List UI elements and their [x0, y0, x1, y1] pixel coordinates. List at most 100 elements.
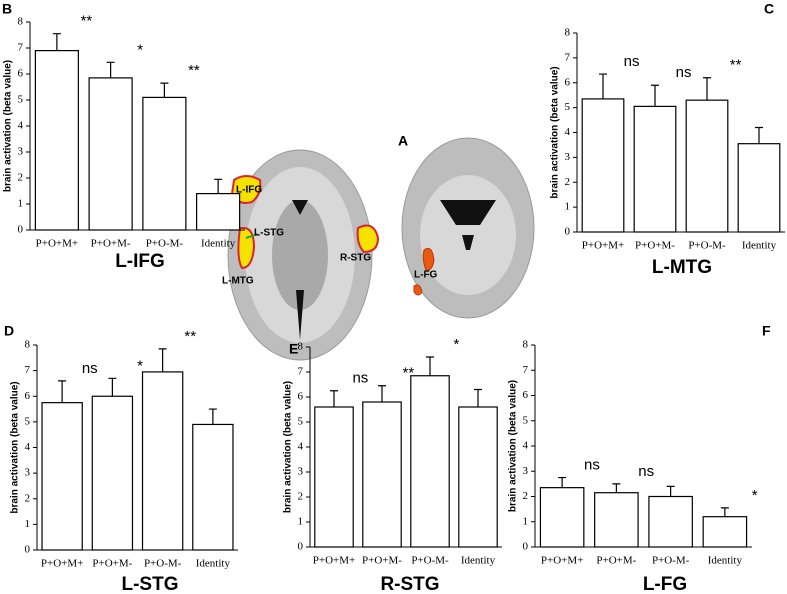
- error-bar: [160, 82, 169, 98]
- bar: [141, 371, 184, 551]
- y-tick-label: 1: [298, 516, 304, 528]
- y-tick-label: 5: [18, 94, 24, 106]
- x-tick-label: P+O+M-: [635, 240, 675, 252]
- y-tick-label: 0: [565, 226, 571, 238]
- significance-label: *: [752, 487, 758, 504]
- significance-label: *: [137, 41, 143, 58]
- y-tick-label: 2: [565, 176, 571, 188]
- x-tick-label: P+O-M-: [411, 555, 449, 567]
- bar: [410, 375, 450, 548]
- panel-letter: B: [2, 1, 12, 17]
- region-label: L-FG: [414, 270, 438, 281]
- y-tick-label: 3: [18, 146, 24, 158]
- y-axis-label: brain activation (beta value): [10, 381, 21, 513]
- significance-label: **: [403, 365, 415, 382]
- bar: [88, 77, 133, 231]
- y-tick-label: 6: [565, 76, 571, 88]
- significance-label: *: [453, 336, 459, 353]
- region-label: L-STG: [254, 228, 284, 239]
- bar: [685, 99, 729, 233]
- bar: [34, 49, 79, 231]
- bar: [314, 406, 354, 548]
- error-bar: [720, 507, 729, 517]
- error-bar: [474, 388, 482, 407]
- y-tick-label: 5: [565, 101, 571, 113]
- y-tick-label: 5: [25, 415, 31, 427]
- panel-letter: F: [762, 323, 771, 339]
- region-label: L-MTG: [222, 276, 254, 287]
- chart-title: R-STG: [380, 574, 439, 594]
- x-tick-label: Identity: [201, 238, 236, 250]
- y-tick-label: 2: [298, 491, 304, 503]
- panel-letter: D: [4, 323, 14, 339]
- significance-label: ns: [82, 360, 98, 377]
- bar: [196, 193, 241, 231]
- y-tick-label: 5: [298, 416, 304, 428]
- error-bar: [666, 485, 675, 497]
- error-bar: [106, 61, 115, 78]
- y-tick-label: 2: [25, 492, 31, 504]
- x-tick-label: Identity: [461, 555, 496, 567]
- significance-label: **: [81, 13, 93, 30]
- panel-letter: C: [764, 1, 774, 17]
- x-tick-label: P+O+M+: [582, 240, 624, 252]
- bar: [737, 143, 781, 233]
- bar: [702, 516, 748, 548]
- error-bar: [378, 385, 386, 402]
- y-tick-label: 8: [18, 16, 24, 28]
- y-tick-label: 2: [18, 172, 24, 184]
- error-bar: [703, 77, 711, 101]
- error-bar: [52, 33, 61, 51]
- significance-label: ns: [638, 463, 654, 480]
- brain-images: A L-IFG L-STG L-MTG R-STG L-FG: [222, 133, 535, 361]
- y-tick-label: 7: [565, 51, 571, 63]
- chart-title: L-MTG: [652, 257, 712, 278]
- y-tick-label: 3: [298, 466, 304, 478]
- y-tick-label: 8: [565, 27, 571, 39]
- y-tick-label: 1: [18, 198, 24, 210]
- error-bar: [651, 84, 659, 107]
- chart-title: L-IFG: [115, 251, 165, 272]
- y-tick-label: 0: [18, 224, 24, 236]
- x-tick-label: P+O-M-: [144, 558, 182, 570]
- y-tick-label: 7: [18, 42, 24, 54]
- significance-label: ns: [352, 370, 368, 387]
- x-tick-label: P+O+M+: [36, 238, 78, 250]
- error-bar: [599, 73, 607, 99]
- y-tick-label: 6: [298, 391, 304, 403]
- bar: [648, 495, 693, 548]
- significance-label: **: [730, 57, 742, 74]
- y-tick-label: 8: [298, 341, 304, 353]
- x-tick-label: Identity: [708, 555, 743, 567]
- y-axis-label: brain activation (beta value): [283, 381, 294, 513]
- chart-title: L-STG: [122, 574, 179, 594]
- x-tick-label: P+O+M+: [541, 555, 583, 567]
- y-tick-label: 6: [523, 389, 529, 401]
- bar: [41, 402, 83, 551]
- x-tick-label: Identity: [742, 240, 777, 252]
- y-tick-label: 8: [25, 339, 31, 351]
- y-tick-label: 3: [523, 465, 529, 477]
- y-tick-label: 0: [25, 544, 31, 556]
- x-tick-label: P+O+M-: [91, 238, 131, 250]
- x-tick-label: P+O+M-: [596, 555, 636, 567]
- bar: [458, 406, 498, 548]
- significance-label: ns: [624, 53, 640, 70]
- y-tick-label: 7: [25, 364, 31, 376]
- error-bar: [558, 476, 567, 488]
- y-tick-label: 4: [565, 126, 571, 138]
- region-label: L-IFG: [236, 185, 262, 196]
- x-tick-label: P+O+M+: [41, 558, 83, 570]
- y-tick-label: 3: [25, 467, 31, 479]
- bar: [594, 492, 639, 548]
- y-tick-label: 4: [523, 440, 529, 452]
- y-axis-label: brain activation (beta value): [550, 66, 561, 198]
- error-bar: [755, 126, 763, 144]
- significance-label: *: [137, 357, 143, 374]
- error-bar: [208, 408, 217, 425]
- panel-letter: A: [398, 133, 408, 149]
- error-bar: [108, 377, 117, 397]
- y-tick-label: 1: [523, 515, 529, 527]
- y-tick-label: 5: [523, 414, 529, 426]
- bar: [581, 98, 625, 233]
